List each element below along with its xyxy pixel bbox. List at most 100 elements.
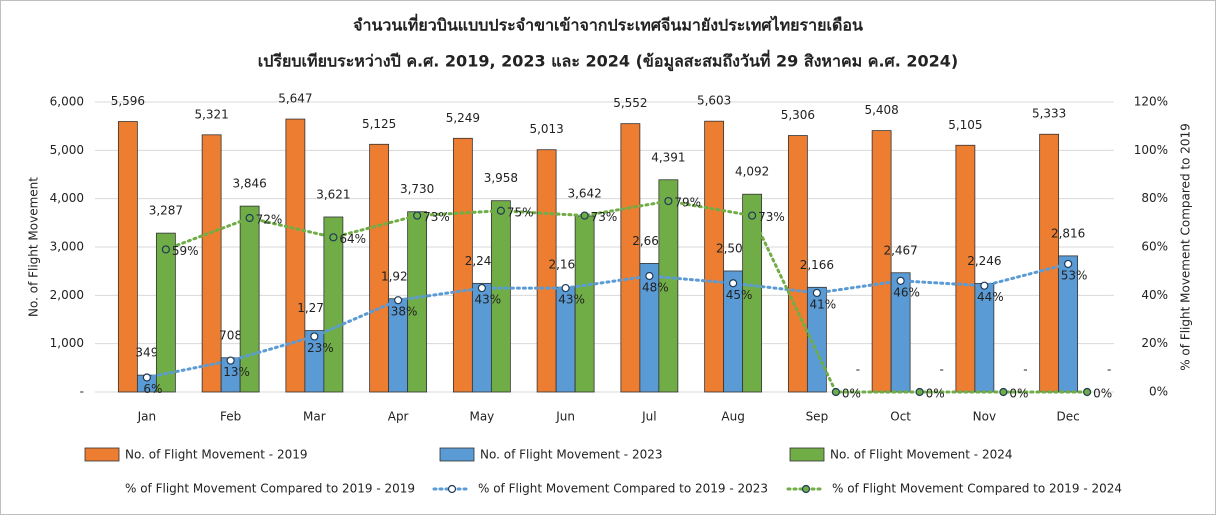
- legend-label: % of Flight Movement Compared to 2019 - …: [478, 482, 768, 496]
- data-label: 5,125: [362, 117, 396, 131]
- x-tick-label: Oct: [890, 410, 911, 424]
- data-label: 73%: [758, 210, 785, 224]
- data-label: 59%: [172, 244, 199, 258]
- line-marker: [310, 332, 319, 341]
- data-label: 48%: [642, 281, 669, 295]
- data-label: 2,248: [465, 254, 499, 268]
- data-label: 0%: [1093, 387, 1112, 401]
- chart-title: จำนวนเที่ยวบินแบบประจำขาเข้าจากประเทศจีน…: [353, 14, 863, 35]
- data-label: 6%: [143, 382, 162, 396]
- data-label: 79%: [674, 196, 701, 210]
- legend-label: No. of Flight Movement - 2024: [830, 448, 1013, 462]
- data-label: 5,249: [446, 111, 480, 125]
- bar: [323, 216, 344, 393]
- data-label: 708: [219, 328, 242, 342]
- data-label: 5,333: [1032, 107, 1066, 121]
- line-marker: [915, 387, 924, 397]
- x-tick-label: May: [469, 410, 494, 424]
- legend-marker: [447, 484, 457, 494]
- y2-tick-label: 20%: [1141, 336, 1168, 350]
- y2-tick-label: 40%: [1141, 288, 1168, 302]
- data-label: 3,642: [567, 186, 601, 200]
- x-tick-label: Aug: [721, 410, 744, 424]
- bar: [871, 130, 892, 393]
- bar: [1039, 133, 1060, 393]
- y2-tick-label: 120%: [1134, 95, 1168, 109]
- line-marker: [329, 233, 338, 242]
- data-label: 5,552: [613, 96, 647, 110]
- line-marker: [1083, 387, 1092, 397]
- y2-tick-label: 60%: [1141, 240, 1168, 254]
- bar: [536, 149, 557, 393]
- bar: [201, 134, 222, 393]
- data-label: -: [939, 363, 943, 377]
- data-label: 3,287: [149, 204, 183, 218]
- line-marker: [664, 196, 673, 206]
- data-label: 73%: [591, 210, 618, 224]
- bar: [742, 193, 763, 393]
- y-tick-label: 4,000: [50, 191, 84, 205]
- data-label: 3,621: [316, 187, 350, 201]
- y-tick-label: 6,000: [50, 95, 84, 109]
- data-label: -: [1107, 363, 1111, 377]
- data-label: 2,166: [800, 258, 834, 272]
- data-label: 0%: [1009, 387, 1028, 401]
- line-marker: [748, 211, 757, 220]
- data-label: 2,246: [967, 254, 1001, 268]
- bar: [490, 200, 511, 393]
- data-label: 5,647: [278, 92, 312, 106]
- y-tick-label: -: [80, 385, 84, 399]
- data-label: 5,105: [948, 118, 982, 132]
- line-marker: [413, 211, 422, 220]
- data-label: 1,271: [297, 301, 331, 315]
- data-label: 73%: [423, 210, 450, 224]
- data-label: 349: [135, 346, 158, 360]
- data-label: 3,846: [232, 177, 266, 191]
- data-label: 2,168: [548, 258, 582, 272]
- y-tick-label: 2,000: [50, 288, 84, 302]
- data-label: 72%: [256, 213, 283, 227]
- x-tick-label: Jan: [137, 410, 157, 424]
- line-marker: [496, 206, 505, 215]
- bar: [704, 120, 725, 393]
- line-marker: [142, 373, 151, 382]
- data-label: 13%: [223, 365, 250, 379]
- x-tick-label: Jun: [555, 410, 575, 424]
- data-label: 2,504: [716, 241, 750, 255]
- line-marker: [812, 288, 821, 298]
- legend-swatch: [439, 447, 475, 462]
- legend-marker: [801, 484, 811, 494]
- bar: [787, 135, 808, 393]
- line-marker: [477, 283, 486, 293]
- line-marker: [896, 276, 905, 285]
- bar: [285, 118, 306, 393]
- y-tick-label: 1,000: [50, 336, 84, 350]
- data-label: 75%: [507, 205, 534, 219]
- y2-axis-label: % of Flight Movement Compared to 2019: [1179, 123, 1193, 371]
- bar: [452, 137, 473, 393]
- data-label: 38%: [391, 305, 418, 319]
- data-label: 5,408: [864, 103, 898, 117]
- y2-tick-label: 0%: [1149, 385, 1168, 399]
- line-marker: [561, 283, 570, 293]
- data-label: 43%: [475, 293, 502, 307]
- data-label: 44%: [977, 290, 1004, 304]
- data-label: -: [856, 363, 860, 377]
- x-tick-label: Sep: [806, 410, 829, 424]
- bar: [658, 179, 679, 393]
- line: [145, 262, 1070, 379]
- data-label: 3,958: [484, 171, 518, 185]
- data-label: 5,321: [194, 107, 228, 121]
- data-label: 46%: [893, 285, 920, 299]
- line-marker: [226, 356, 235, 365]
- legend-swatch: [789, 447, 825, 462]
- x-tick-label: Mar: [303, 410, 326, 424]
- y2-tick-label: 100%: [1134, 143, 1168, 157]
- data-label: 23%: [307, 341, 334, 355]
- y-axis-label: No. of Flight Movement: [27, 177, 41, 317]
- line-marker: [394, 296, 403, 305]
- legend-label: % of Flight Movement Compared to 2019 - …: [125, 482, 415, 496]
- bar: [620, 123, 641, 393]
- data-label: 5,603: [697, 94, 731, 108]
